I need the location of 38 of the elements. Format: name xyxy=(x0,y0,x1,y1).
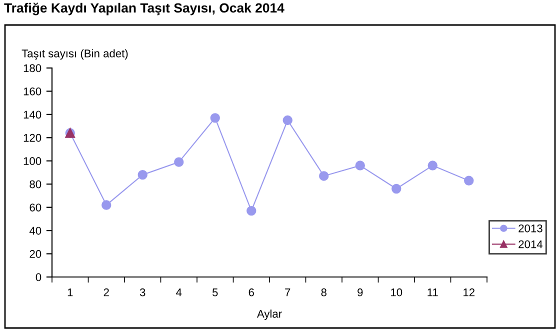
x-tick-label: 6 xyxy=(248,288,254,296)
legend-label: 2014 xyxy=(518,240,543,248)
x-tick-label: 10 xyxy=(391,288,402,296)
y-tick-label: 20 xyxy=(30,250,42,258)
legend-label: 2013 xyxy=(518,224,542,232)
y-axis-title: Taşıt sayısı (Bin adet) xyxy=(22,49,128,60)
x-tick-label: 7 xyxy=(285,288,290,296)
point xyxy=(282,115,292,126)
point xyxy=(102,200,112,210)
x-tick-label: 1 xyxy=(68,288,73,296)
x-tick-label: 2 xyxy=(104,288,109,296)
y-tick-label: 180 xyxy=(24,64,42,72)
y-tick-label: 60 xyxy=(30,204,42,212)
point xyxy=(138,170,148,180)
x-tick-label: 5 xyxy=(212,288,218,296)
point xyxy=(355,160,365,170)
y-tick-label: 0 xyxy=(36,273,42,282)
point xyxy=(392,184,402,194)
x-tick-label: 12 xyxy=(464,288,474,296)
x-axis-title: Aylar xyxy=(256,310,282,320)
point xyxy=(428,160,438,170)
x-tick-label: 11 xyxy=(428,288,438,296)
x-tick-label: 4 xyxy=(176,288,182,296)
point xyxy=(464,176,474,186)
x-tick-label: 3 xyxy=(140,288,146,296)
y-tick-label: 120 xyxy=(24,134,42,142)
y-tick-label: 160 xyxy=(24,87,42,96)
point xyxy=(246,206,256,216)
y-tick-label: 40 xyxy=(29,226,42,235)
chart-title: Trafiğe Kaydı Yapılan Taşıt Sayısı, Ocak 2014 xyxy=(4,2,284,16)
x-tick-label: 9 xyxy=(358,288,363,296)
point xyxy=(174,157,184,167)
y-tick-label: 80 xyxy=(30,180,42,188)
x-tick-label: 8 xyxy=(321,288,326,296)
y-tick-label: 100 xyxy=(24,157,42,166)
point xyxy=(210,113,220,123)
y-tick-label: 140 xyxy=(24,110,42,119)
point xyxy=(319,171,329,181)
